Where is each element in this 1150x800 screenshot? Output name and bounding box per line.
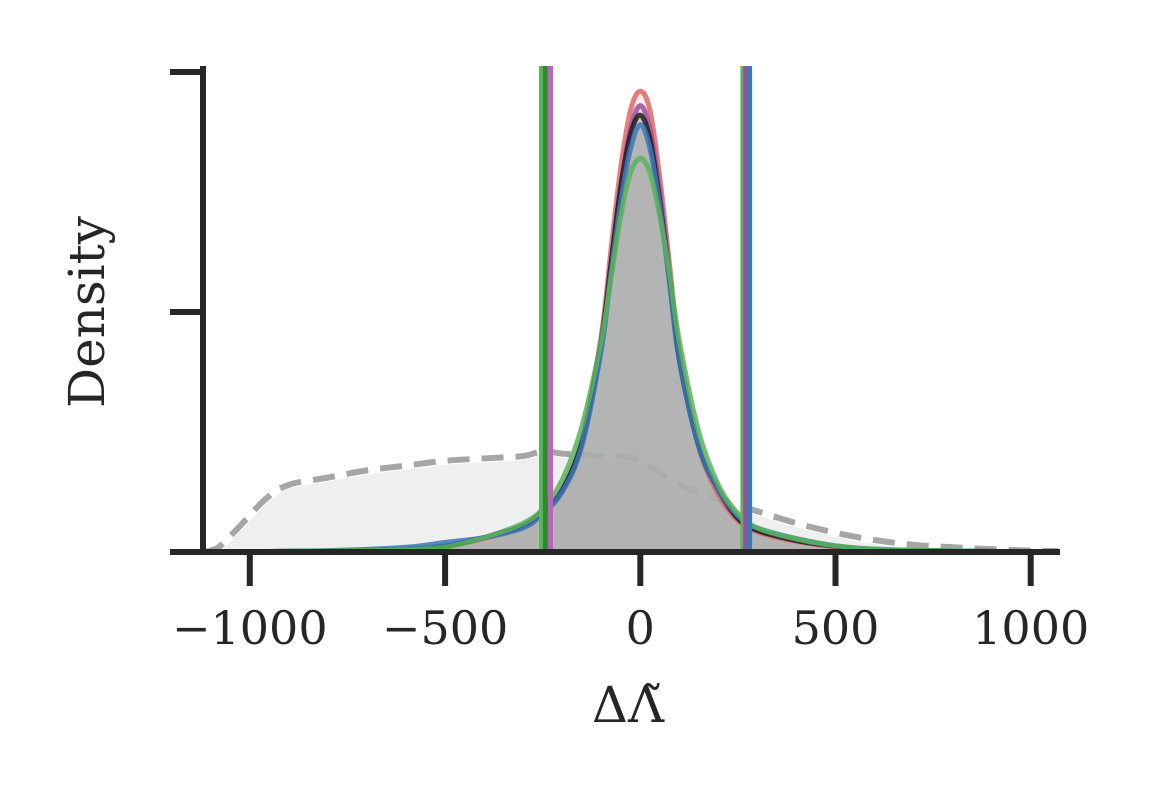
plot-area [199, 88, 1062, 556]
x-tick-label-3: 500 [792, 601, 880, 655]
x-axis-title: ΔΛ̃ [592, 676, 665, 734]
x-tick-label-4: 1000 [972, 601, 1089, 655]
x-tick-label-0: −1000 [172, 601, 328, 655]
series-5-line [202, 155, 1059, 555]
x-tick-label-2: 0 [626, 601, 655, 655]
x-ticks: −1000 −500 0 500 1000 [172, 552, 1089, 655]
pooled-area [203, 129, 1058, 552]
credible-interval-lines [539, 66, 753, 552]
y-axis-title: Density [58, 215, 116, 408]
y-ticks [170, 69, 203, 555]
x-tick-label-1: −500 [382, 601, 508, 655]
